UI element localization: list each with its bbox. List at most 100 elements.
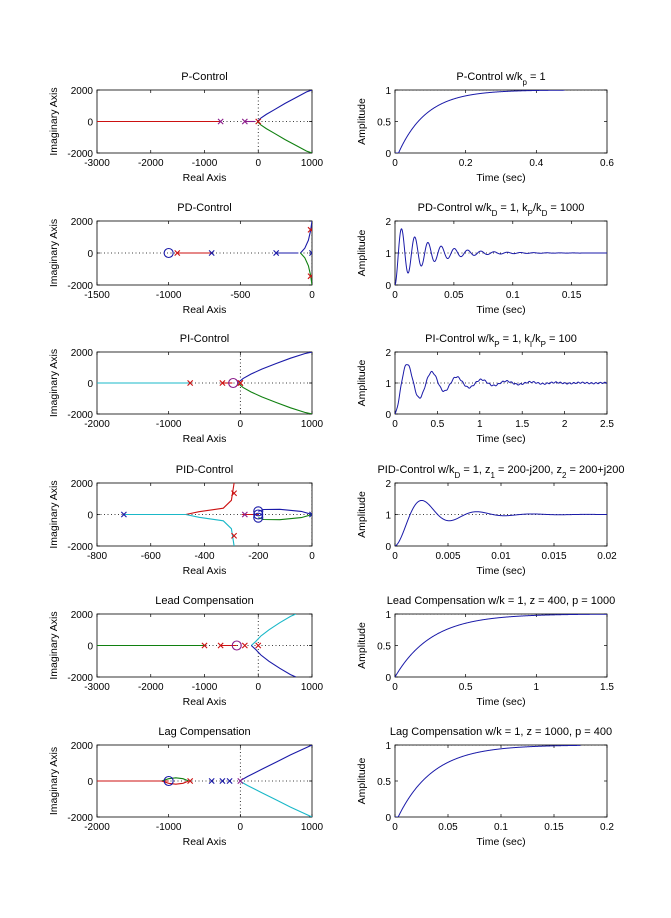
y-axis-label: Amplitude	[356, 98, 368, 145]
x-tick-label: 0.005	[435, 551, 460, 562]
plot-area	[97, 745, 312, 817]
plot-frame	[394, 744, 608, 818]
chart-title: Lag Compensation	[158, 726, 250, 738]
pole-stroke	[255, 642, 262, 649]
pole-stroke	[208, 250, 215, 256]
root-locus-panel-6: -800 -600 -400 -200 0-200002000PID-ControlRe…	[48, 464, 315, 577]
x-tick-label: 2	[562, 419, 568, 430]
pole-stroke	[231, 532, 238, 539]
x-tick-label: 2.5	[600, 419, 614, 430]
pole-stroke	[309, 511, 312, 516]
chart-title-part: /k	[532, 333, 541, 345]
zero-marker	[253, 509, 264, 520]
y-tick-label: 0	[385, 410, 391, 421]
x-tick-label: 1	[477, 419, 483, 430]
step-response-line	[395, 499, 607, 546]
chart-title-part: PI-Control w/k	[425, 333, 495, 345]
x-tick-label: 1.5	[515, 419, 529, 430]
y-tick-label: -2000	[67, 542, 93, 553]
pole-marker	[217, 118, 224, 125]
x-tick-label: -3000	[84, 682, 110, 693]
step-response-panel-11: 0 0.05 0.1 0.15 0.2 0 0.5 1 Lag Compensation w/k…	[356, 726, 614, 848]
locus-branch-5	[161, 780, 189, 785]
y-tick-label: 1	[385, 741, 391, 752]
locus-branch-4	[258, 508, 312, 516]
plot-area	[395, 499, 607, 546]
y-tick-label: 0.5	[377, 642, 391, 653]
chart-title-part: I	[530, 340, 532, 349]
x-tick-label: 0.01	[491, 551, 511, 562]
pole-marker	[255, 118, 262, 125]
chart-title-part: P	[528, 209, 533, 218]
chart-title: P-Control w/kp = 1	[456, 71, 545, 87]
y-tick-label: 0	[87, 118, 93, 129]
pole-marker	[231, 490, 238, 497]
pole-stroke	[241, 642, 248, 649]
chart-title-part: /k	[533, 202, 542, 214]
locus-branch-4	[161, 777, 189, 782]
locus-branch-1	[239, 745, 312, 782]
x-tick-label: 0	[255, 158, 261, 169]
zero-marker	[228, 377, 239, 389]
step-response-line	[395, 364, 607, 414]
pole-marker	[226, 778, 233, 784]
pole-marker	[241, 118, 248, 125]
chart-title-part: PD-Control w/k	[418, 202, 492, 214]
pole-marker	[208, 778, 215, 784]
chart-title-part: = 1	[527, 71, 546, 83]
y-tick-label: 0	[87, 777, 93, 788]
x-tick-label: 1000	[301, 419, 324, 430]
plot-area	[97, 90, 312, 153]
y-axis-label: Imaginary Axis	[48, 611, 60, 679]
pole-stroke	[309, 252, 312, 256]
x-axis-label: Time (sec)	[476, 304, 525, 316]
x-axis-label: Real Axis	[183, 433, 227, 445]
x-axis-label: Real Axis	[183, 836, 227, 848]
plot-frame	[394, 613, 608, 678]
x-tick-label: -200	[248, 551, 268, 562]
x-tick-label: 1000	[301, 682, 324, 693]
y-tick-label: -2000	[67, 149, 93, 160]
y-tick-label: 2000	[71, 741, 94, 752]
x-axis-label: Time (sec)	[476, 696, 525, 708]
locus-branch-5	[258, 513, 312, 521]
chart-title-part: p	[522, 78, 527, 87]
pole-stroke	[217, 118, 224, 125]
x-axis-label: Time (sec)	[476, 433, 525, 445]
y-tick-label: 1	[385, 610, 391, 621]
x-tick-label: -400	[194, 551, 214, 562]
y-tick-label: 2000	[71, 86, 94, 97]
x-tick-label: 0.2	[600, 822, 614, 833]
zero-marker	[163, 775, 174, 787]
chart-title-part: D	[492, 209, 498, 218]
x-tick-label: 1.5	[600, 682, 614, 693]
locus-branch-1	[256, 90, 312, 122]
y-tick-label: 0	[87, 642, 93, 653]
pole-marker	[208, 250, 215, 256]
pole-stroke	[219, 380, 226, 386]
x-tick-label: 0	[392, 551, 398, 562]
x-tick-label: 0.5	[430, 419, 444, 430]
x-tick-label: 1	[534, 682, 540, 693]
pole-stroke	[309, 513, 312, 518]
zero-marker	[231, 640, 242, 651]
x-tick-label: 0	[392, 290, 398, 301]
pole-marker	[237, 778, 244, 784]
chart-title-part: D	[542, 209, 548, 218]
y-axis-label: Imaginary Axis	[48, 480, 60, 548]
x-tick-label: -2000	[84, 822, 110, 833]
plot-area	[395, 745, 607, 817]
x-axis-label: Real Axis	[183, 304, 227, 316]
x-axis-label: Real Axis	[183, 172, 227, 184]
x-tick-label: 0.15	[562, 290, 582, 301]
x-tick-label: -3000	[84, 158, 110, 169]
chart-title: Lead Compensation	[155, 595, 253, 607]
y-axis-label: Imaginary Axis	[48, 87, 60, 155]
x-tick-label: -1000	[156, 822, 182, 833]
pole-marker	[273, 250, 280, 256]
plot-area	[97, 352, 312, 414]
locus-branch-2	[300, 252, 312, 285]
x-tick-label: 0.2	[459, 158, 473, 169]
